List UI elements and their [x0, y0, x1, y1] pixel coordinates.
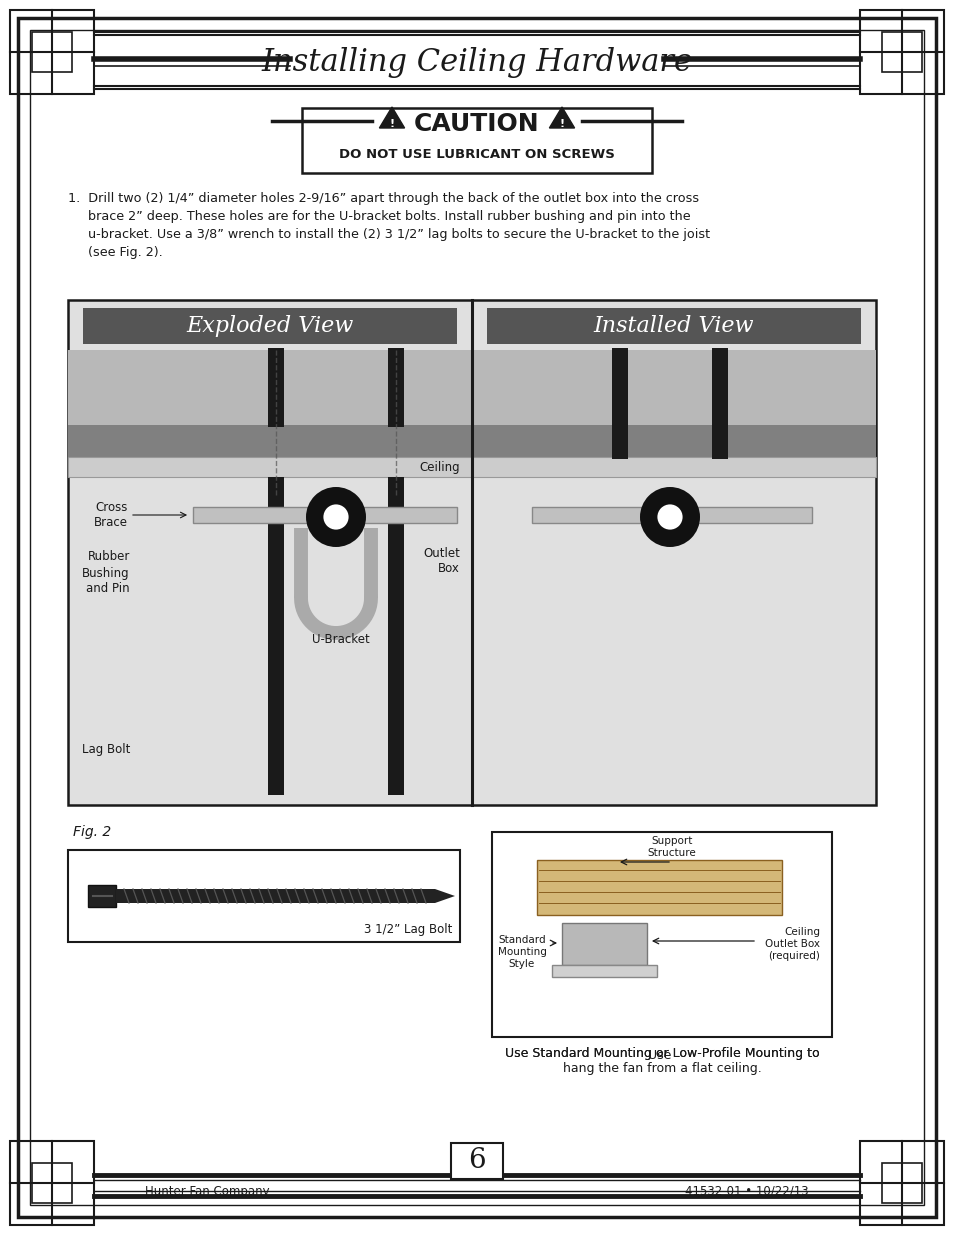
Polygon shape [435, 889, 455, 903]
Circle shape [639, 487, 700, 547]
Bar [859, 10, 943, 94]
Bar [881, 1163, 922, 1203]
Bar [388, 348, 403, 427]
Bar [486, 308, 861, 345]
Bar [388, 477, 403, 795]
Text: Fig. 2: Fig. 2 [73, 825, 112, 839]
Text: Lag Bolt: Lag Bolt [82, 743, 130, 757]
Bar [711, 348, 727, 459]
Bar [302, 107, 651, 173]
Polygon shape [379, 107, 404, 128]
Text: Outlet
Box: Outlet Box [423, 547, 459, 576]
Text: CAUTION: CAUTION [414, 112, 539, 136]
Bar [537, 860, 781, 915]
Text: Rubber
Bushing
and Pin: Rubber Bushing and Pin [82, 551, 130, 595]
Text: Hunter Fan Company: Hunter Fan Company [145, 1186, 270, 1198]
Text: Exploded View: Exploded View [186, 315, 354, 337]
Text: !: ! [389, 119, 395, 128]
Bar [68, 850, 459, 942]
Bar [193, 508, 456, 522]
Bar [10, 10, 94, 94]
Text: 41532-01 • 10/22/13: 41532-01 • 10/22/13 [684, 1186, 808, 1198]
Bar [83, 308, 456, 345]
Circle shape [323, 504, 348, 530]
Bar [472, 457, 875, 477]
Bar [68, 350, 472, 425]
Text: Use Standard Mounting or Low-Profile Mounting to: Use Standard Mounting or Low-Profile Mou… [504, 1047, 819, 1060]
Text: Standard
Mounting
Style: Standard Mounting Style [497, 935, 546, 969]
Circle shape [306, 487, 366, 547]
Bar [268, 477, 284, 795]
Bar [88, 885, 116, 906]
Bar [31, 1163, 72, 1203]
Text: !: ! [558, 119, 564, 128]
Bar [116, 889, 435, 903]
Bar [31, 32, 72, 72]
Bar [532, 508, 811, 522]
Bar [612, 348, 627, 459]
Bar [268, 348, 284, 427]
Bar [881, 32, 922, 72]
Text: Use: Use [648, 1049, 675, 1062]
Bar [68, 425, 472, 457]
Bar [472, 350, 875, 425]
Text: Ceiling: Ceiling [419, 461, 459, 473]
Bar [68, 457, 472, 477]
Text: Installing Ceiling Hardware: Installing Ceiling Hardware [261, 47, 692, 78]
Text: Use Standard Mounting or Low-Profile Mounting to: Use Standard Mounting or Low-Profile Mou… [504, 1047, 819, 1060]
Text: 3 1/2” Lag Bolt: 3 1/2” Lag Bolt [363, 923, 452, 936]
Text: Installed View: Installed View [593, 315, 754, 337]
Text: 6: 6 [468, 1147, 485, 1174]
Text: Support
Structure: Support Structure [647, 836, 696, 858]
Text: Ceiling
Outlet Box
(required): Ceiling Outlet Box (required) [764, 926, 820, 961]
Bar [451, 1144, 502, 1179]
Text: DO NOT USE LUBRICANT ON SCREWS: DO NOT USE LUBRICANT ON SCREWS [338, 148, 615, 162]
Polygon shape [549, 107, 574, 128]
Text: Cross
Brace: Cross Brace [94, 501, 128, 529]
Bar [472, 425, 875, 457]
Bar [859, 1141, 943, 1225]
Circle shape [657, 504, 682, 530]
Text: U-Bracket: U-Bracket [312, 634, 370, 646]
Bar [68, 300, 875, 805]
Bar [561, 923, 646, 965]
Bar [10, 1141, 94, 1225]
Text: Use Standard Mounting or Low-Profile Mounting to: Use Standard Mounting or Low-Profile Mou… [504, 1047, 819, 1060]
Text: hang the fan from a flat ceiling.: hang the fan from a flat ceiling. [562, 1062, 760, 1074]
Bar [552, 965, 657, 977]
Text: 1.  Drill two (2) 1/4” diameter holes 2-9/16” apart through the back of the outl: 1. Drill two (2) 1/4” diameter holes 2-9… [68, 191, 709, 259]
Bar [492, 832, 831, 1037]
